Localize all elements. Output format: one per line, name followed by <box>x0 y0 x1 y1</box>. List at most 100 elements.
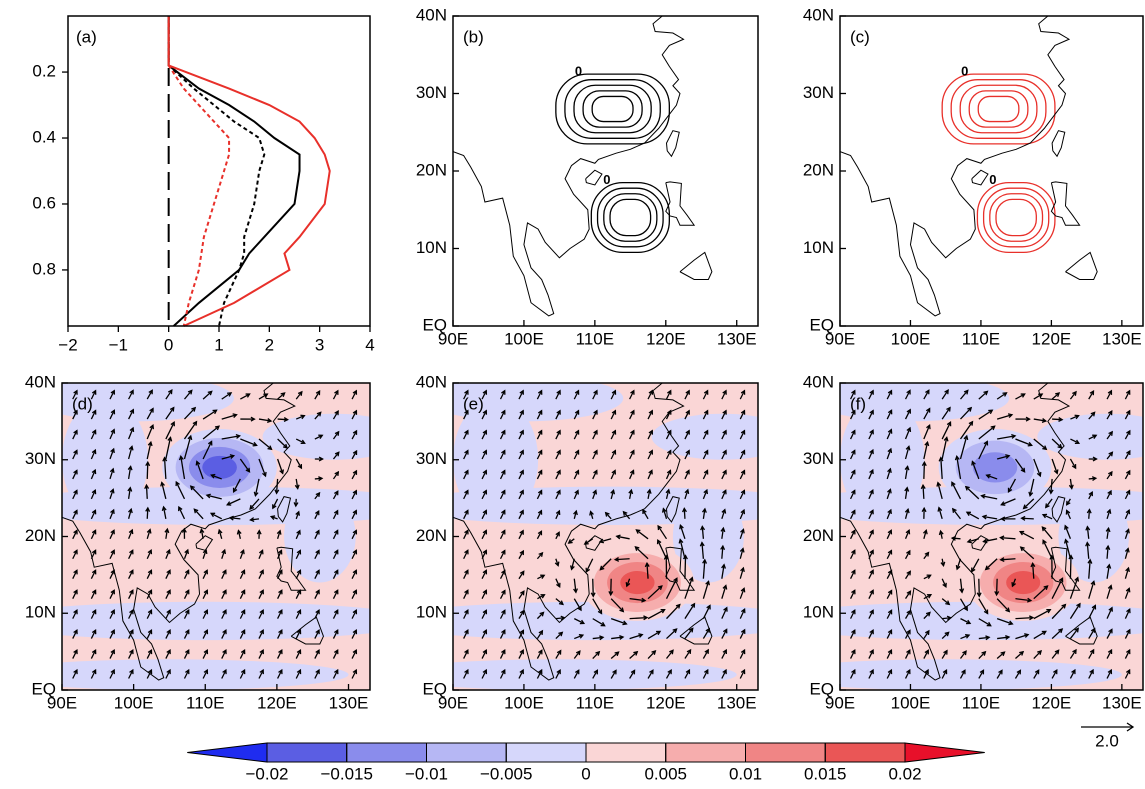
anomaly <box>162 429 277 506</box>
panel-label: (c) <box>850 27 870 46</box>
contour-label: 0 <box>575 64 582 79</box>
background-negative <box>62 398 148 521</box>
contour <box>978 96 1019 121</box>
vector-shaft <box>997 579 998 595</box>
colorbar-segment <box>347 743 427 762</box>
colorbar-segment <box>746 743 826 762</box>
colorbar-tick-label: 0.005 <box>644 764 687 783</box>
contour <box>960 85 1037 132</box>
contour <box>984 188 1049 247</box>
contour <box>977 183 1055 253</box>
contour <box>556 74 669 144</box>
x-tick-label: 120E <box>1032 693 1072 712</box>
colorbar-over <box>905 743 985 762</box>
x-tick-label: 130E <box>329 693 369 712</box>
contour <box>604 194 657 241</box>
vector-shaft <box>147 462 148 479</box>
colorbar-segment <box>825 743 905 762</box>
x-tick-label: 120E <box>646 329 686 348</box>
colorbar-tick-label: −0.015 <box>321 764 373 783</box>
y-tick-label: 30N <box>803 449 834 468</box>
x-tick-label: 100E <box>504 693 544 712</box>
anomaly-level <box>202 456 237 479</box>
coastline <box>1051 182 1079 225</box>
anomaly <box>939 429 1052 506</box>
y-tick-label: 0.2 <box>32 62 56 81</box>
x-tick-label: 130E <box>1102 693 1142 712</box>
series-line <box>169 16 229 326</box>
contour <box>951 80 1046 139</box>
anomaly-level <box>1006 571 1040 594</box>
x-tick-label: 120E <box>1032 329 1072 348</box>
background-negative <box>0 602 420 640</box>
y-tick-label: EQ <box>809 679 834 698</box>
series-line <box>169 16 300 326</box>
vector-shaft <box>924 462 925 479</box>
background-negative <box>263 414 406 460</box>
panel-label: (d) <box>72 394 93 413</box>
coastline <box>667 131 680 157</box>
y-tick-label: 10N <box>416 238 447 257</box>
x-tick-label: 110E <box>962 329 1000 348</box>
panel-label: (b) <box>463 27 484 46</box>
y-tick-label: 40N <box>416 372 447 391</box>
y-tick-label: 30N <box>803 83 834 102</box>
coastline <box>666 182 694 225</box>
y-tick-label: 30N <box>25 449 56 468</box>
series-line <box>169 16 265 326</box>
y-tick-label: 0.4 <box>32 128 56 147</box>
contour <box>942 74 1055 144</box>
vector-shaft <box>685 556 686 579</box>
x-tick-label: 120E <box>257 693 297 712</box>
x-tick-label: 100E <box>891 329 931 348</box>
y-tick-label: 20N <box>803 526 834 545</box>
contour <box>996 199 1036 235</box>
contour <box>990 194 1043 241</box>
colorbar-segment <box>427 743 507 762</box>
coastline <box>680 252 712 279</box>
contour-label: 0 <box>989 172 996 187</box>
anomaly <box>581 544 694 621</box>
contour <box>565 80 660 139</box>
coastline <box>1052 131 1065 157</box>
x-tick-label: 130E <box>717 329 757 348</box>
coastline <box>840 16 1069 316</box>
contour-label: 0 <box>961 64 968 79</box>
colorbar-tick-label: −0.02 <box>245 764 288 783</box>
map-area <box>382 375 822 690</box>
vector-shaft <box>593 579 594 597</box>
contour <box>591 183 669 253</box>
colorbar-tick-label: 0.01 <box>729 764 762 783</box>
x-tick-label: 4 <box>365 335 374 354</box>
x-tick-label: 0 <box>164 335 173 354</box>
colorbar-segment <box>267 743 347 762</box>
x-tick-label: −1 <box>109 335 128 354</box>
contour <box>610 199 651 235</box>
contour-label: 0 <box>603 172 610 187</box>
x-tick-label: 110E <box>186 693 224 712</box>
vector-shaft <box>1070 556 1071 579</box>
colorbar-tick-label: −0.005 <box>480 764 532 783</box>
contour <box>574 85 651 132</box>
x-tick-label: 100E <box>891 693 931 712</box>
map-area: 00 <box>840 16 1097 316</box>
colorbar-tick-label: −0.01 <box>405 764 448 783</box>
x-tick-label: 2 <box>265 335 274 354</box>
colorbar-tick-label: 0.02 <box>888 764 921 783</box>
y-tick-label: 30N <box>416 449 447 468</box>
x-tick-label: 1 <box>214 335 223 354</box>
anomaly-level <box>620 571 654 594</box>
y-tick-label: 40N <box>803 372 834 391</box>
colorbar-tick-label: 0 <box>581 764 590 783</box>
x-tick-label: 130E <box>1102 329 1142 348</box>
panel-label: (a) <box>76 27 97 46</box>
y-tick-label: 20N <box>416 526 447 545</box>
reference-label: 2.0 <box>1095 731 1119 750</box>
x-tick-label: 110E <box>576 693 614 712</box>
x-tick-label: 120E <box>646 693 686 712</box>
colorbar-tick-label: 0.015 <box>804 764 847 783</box>
coastline <box>972 170 988 185</box>
y-tick-label: 10N <box>25 603 56 622</box>
contour <box>592 96 633 121</box>
